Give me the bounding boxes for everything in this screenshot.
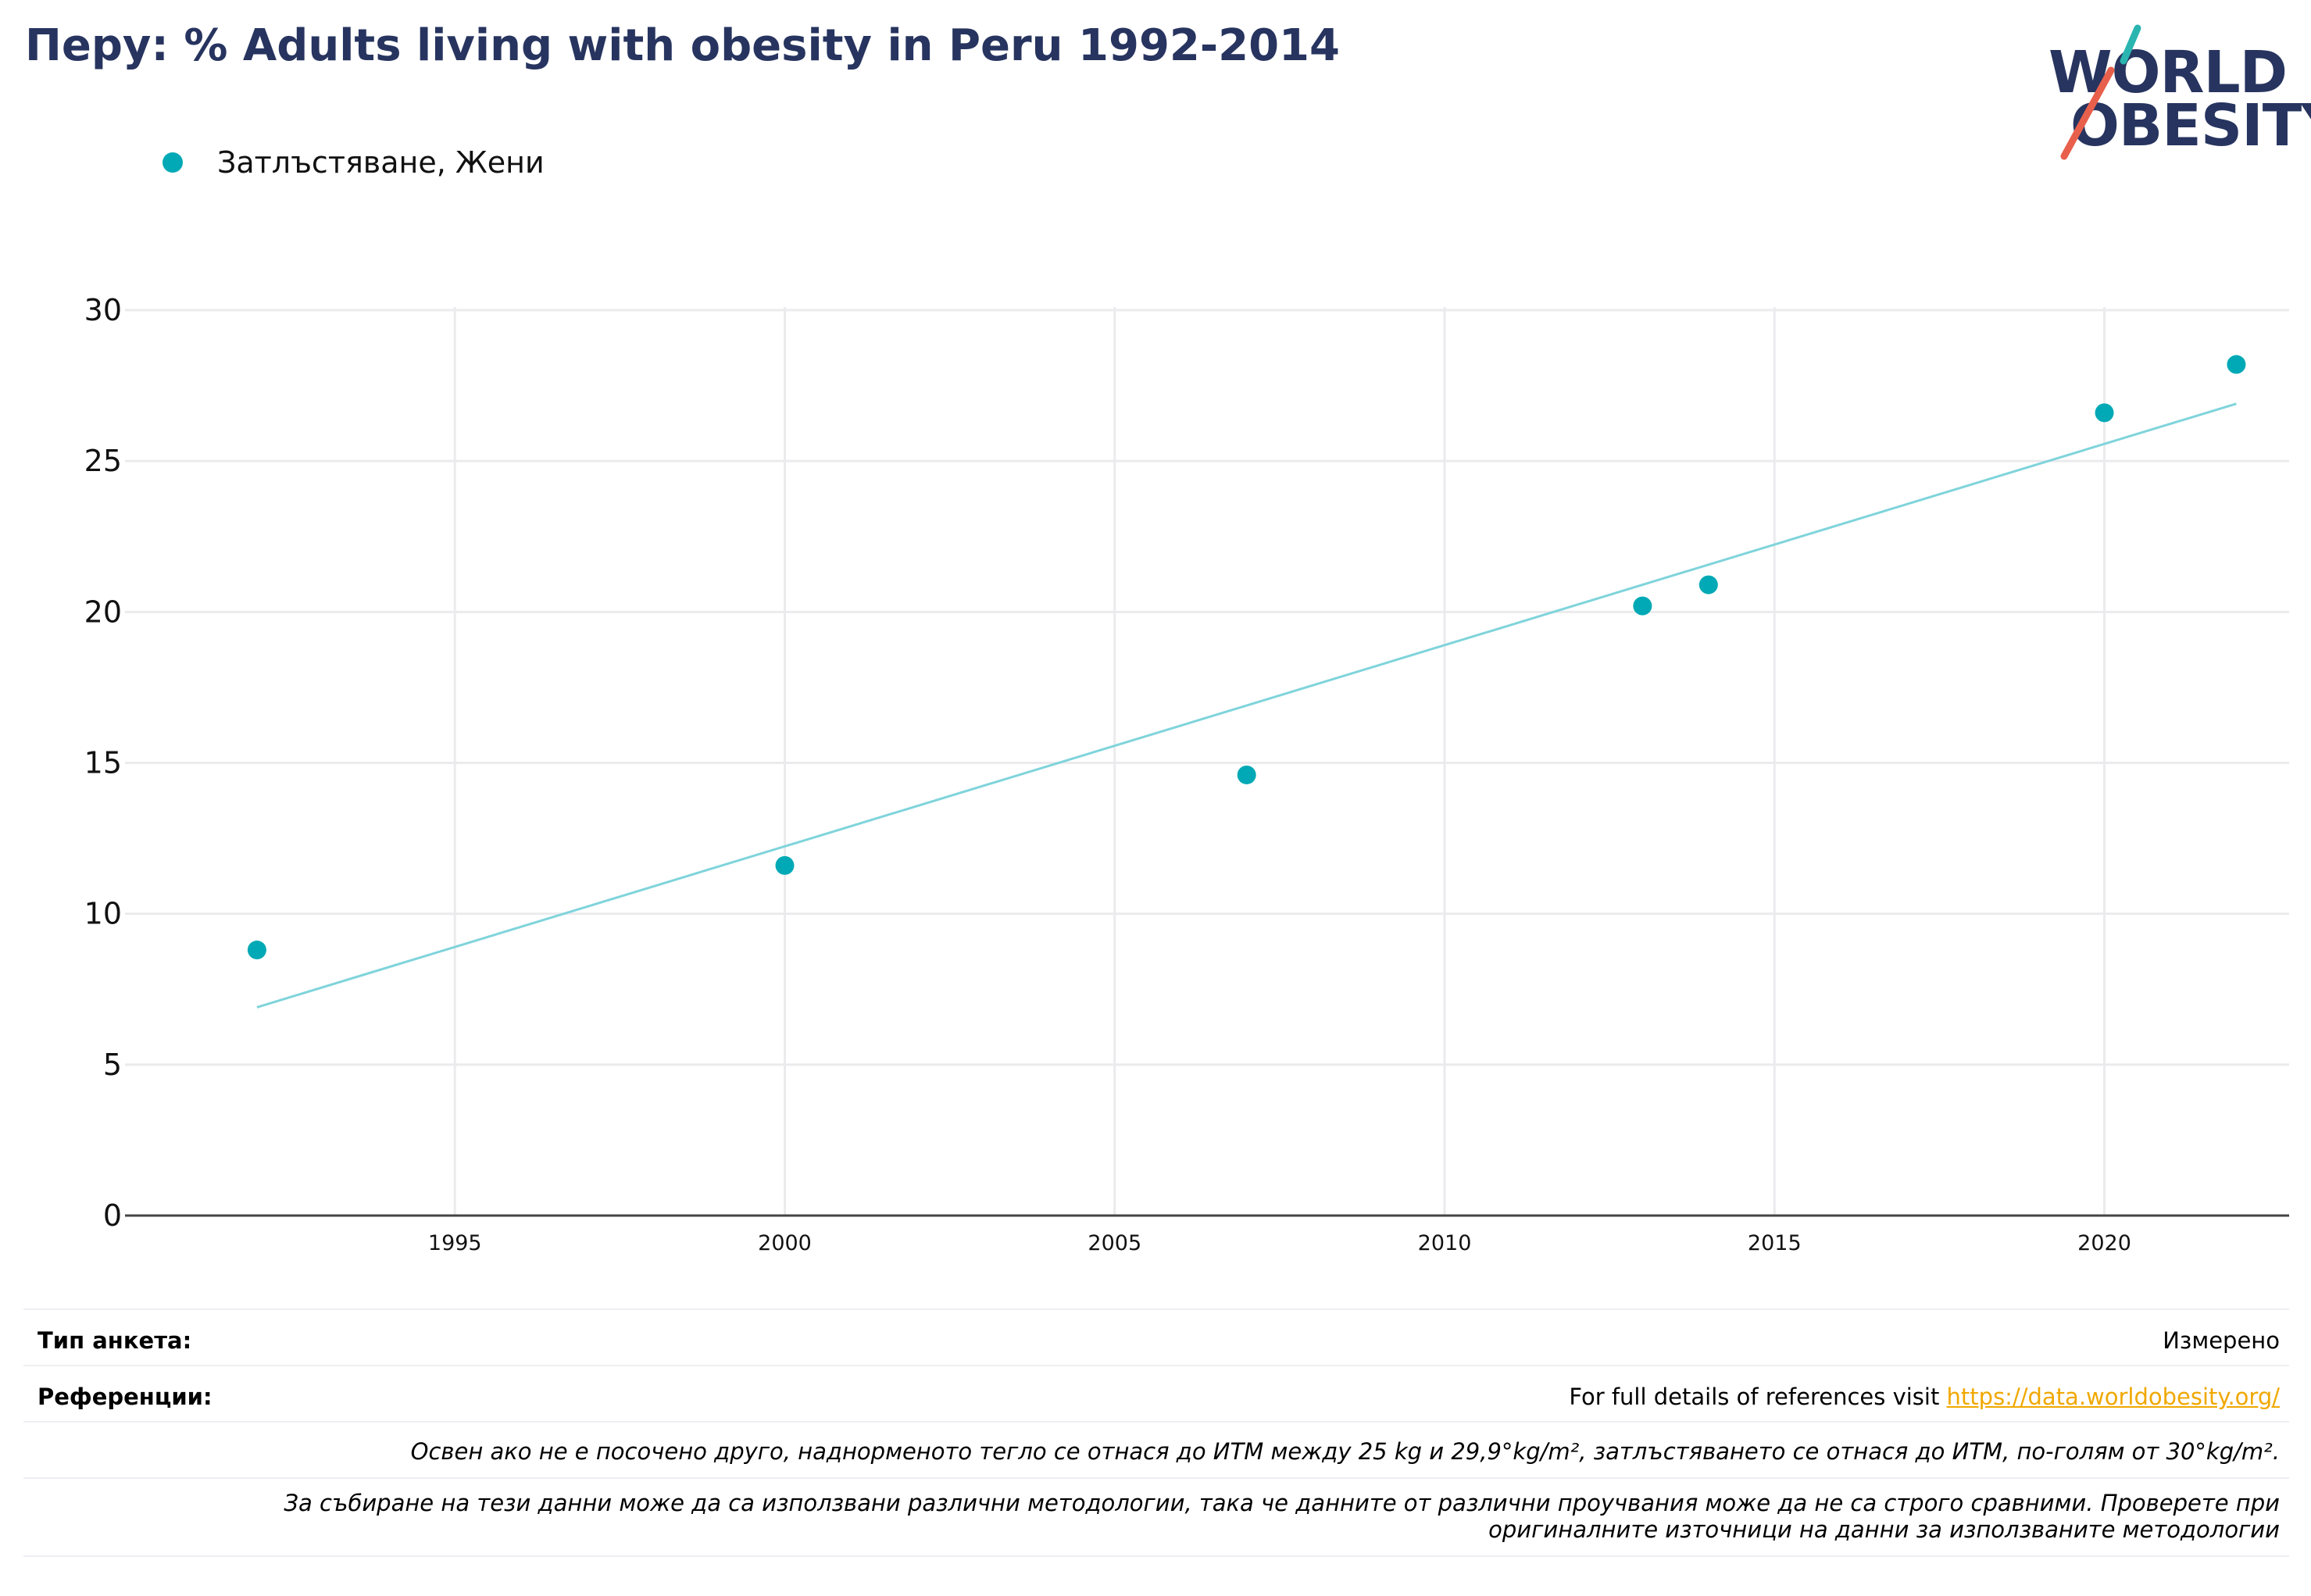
references-link[interactable]: https://data.worldobesity.org/ [1946, 1384, 2280, 1410]
data-point [1237, 765, 1256, 784]
y-tick-label: 5 [103, 1048, 122, 1082]
data-point [2227, 355, 2246, 374]
data-point [247, 941, 266, 960]
data-point [1633, 596, 1652, 616]
data-point [2095, 403, 2114, 423]
y-tick-label: 25 [84, 444, 122, 478]
x-tick-label: 2010 [1418, 1231, 1472, 1255]
survey-type-row: Тип анкета: Измерено [23, 1309, 2289, 1365]
world-obesity-logo: WORLD OBESITY [2039, 22, 2311, 162]
y-tick-label: 15 [84, 746, 122, 780]
survey-type-value: Измерено [2163, 1327, 2280, 1354]
methodology-note-row: За събиране на тези данни може да са изп… [23, 1477, 2289, 1557]
y-tick-label: 20 [84, 594, 122, 629]
references-row: Референции: For full details of referenc… [23, 1365, 2289, 1421]
trend-line [256, 402, 2237, 1009]
definition-note: Освен ако не е посочено друго, наднормен… [410, 1438, 2280, 1465]
x-tick-label: 1995 [428, 1231, 482, 1255]
references-label: Референции: [38, 1384, 213, 1410]
references-value: For full details of references visit htt… [1569, 1384, 2280, 1410]
legend-marker [163, 152, 183, 173]
references-text: For full details of references visit [1569, 1384, 1947, 1410]
survey-type-label: Тип анкета: [38, 1327, 192, 1354]
y-tick-label: 30 [84, 293, 122, 327]
data-point [775, 855, 795, 875]
y-tick-label: 10 [84, 897, 122, 931]
x-tick-label: 2015 [1748, 1231, 1802, 1255]
definition-note-row: Освен ако не е посочено друго, наднормен… [23, 1421, 2289, 1477]
y-tick-label: 0 [103, 1198, 122, 1233]
x-tick-label: 2020 [2077, 1231, 2131, 1255]
logo-slash-icon [2060, 24, 2141, 160]
data-point [1698, 575, 1718, 594]
x-tick-label: 2005 [1088, 1231, 1141, 1255]
logo-line2: OBESITY [2070, 92, 2311, 159]
page-title: Перу: % Adults living with obesity in Pe… [25, 20, 1340, 71]
chart-footer: Тип анкета: Измерено Референции: For ful… [23, 1309, 2289, 1557]
scatter-chart: 0 5 10 15 20 25 30 1995 2000 2005 2010 2015 2020 [84, 293, 2289, 1255]
x-tick-label: 2000 [758, 1231, 812, 1255]
methodology-note: За събиране на тези данни може да са изп… [284, 1490, 2280, 1543]
legend-label: Затлъстяване, Жени [217, 145, 545, 180]
logo-line1: WORLD [2048, 39, 2288, 106]
chart-legend: Затлъстяване, Жени [163, 145, 545, 180]
